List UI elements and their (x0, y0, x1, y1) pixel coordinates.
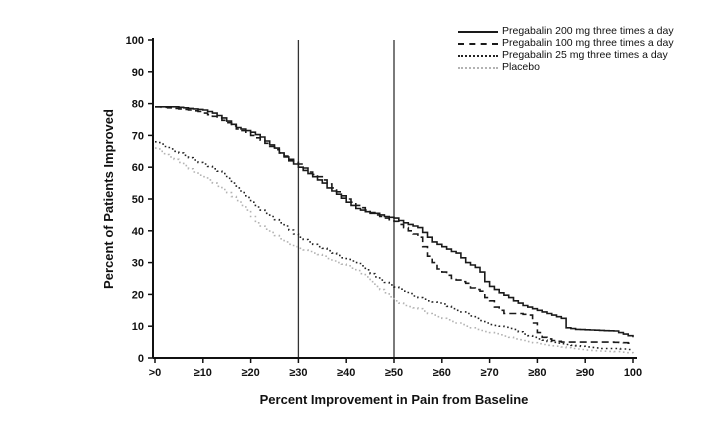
legend-item: Pregabalin 100 mg three times a day (458, 38, 674, 49)
y-tick-label: 40 (132, 226, 144, 238)
x-tick-label: ≥40 (337, 367, 355, 379)
y-tick-label: 0 (138, 353, 144, 365)
reference-lines (297, 40, 395, 358)
series-lines (155, 106, 634, 354)
legend-label: Pregabalin 25 mg three times a day (502, 49, 668, 61)
y-tick-label: 30 (132, 258, 144, 270)
series-line-1 (155, 106, 634, 344)
legend-line-sample (458, 42, 498, 45)
y-tick-label: 60 (132, 162, 144, 174)
y-tick-label: 100 (126, 35, 144, 47)
legend-line-sample (458, 54, 498, 57)
y-tick-label: 10 (132, 321, 144, 333)
x-tick-label: ≥70 (480, 367, 498, 379)
x-tick-label: 100 (624, 367, 642, 379)
y-tick-label: 50 (132, 194, 144, 206)
y-tick-label: 70 (132, 130, 144, 142)
y-tick-label: 20 (132, 289, 144, 301)
x-tick-label: ≥80 (528, 367, 546, 379)
x-tick-label: ≥20 (241, 367, 259, 379)
x-tick-label: ≥50 (385, 367, 403, 379)
legend-item: Pregabalin 25 mg three times a day (458, 50, 674, 61)
series-line-2 (155, 141, 634, 351)
legend-item: Placebo (458, 62, 674, 73)
x-axis-title: Percent Improvement in Pain from Baselin… (260, 392, 529, 407)
legend: Pregabalin 200 mg three times a day Prega… (458, 26, 674, 73)
legend-label: Pregabalin 100 mg three times a day (502, 37, 674, 49)
y-tick-label: 90 (132, 67, 144, 79)
legend-item: Pregabalin 200 mg three times a day (458, 26, 674, 37)
legend-label: Pregabalin 200 mg three times a day (502, 25, 674, 37)
x-tick-label: ≥90 (576, 367, 594, 379)
axis-ticks: 0 10 20 30 40 50 60 70 80 90 100 >0 ≥10 ≥20 ≥30 ≥40 ≥50 ≥… (126, 35, 643, 379)
x-tick-label: ≥60 (433, 367, 451, 379)
x-tick-label: ≥30 (289, 367, 307, 379)
x-tick-label: ≥10 (194, 367, 212, 379)
series-line-3 (155, 147, 634, 354)
legend-line-sample (458, 30, 498, 33)
x-tick-label: >0 (149, 367, 162, 379)
legend-label: Placebo (502, 61, 540, 73)
y-axis-title: Percent of Patients Improved (101, 109, 116, 289)
legend-line-sample (458, 66, 498, 69)
axes (152, 38, 637, 359)
y-tick-label: 80 (132, 99, 144, 111)
